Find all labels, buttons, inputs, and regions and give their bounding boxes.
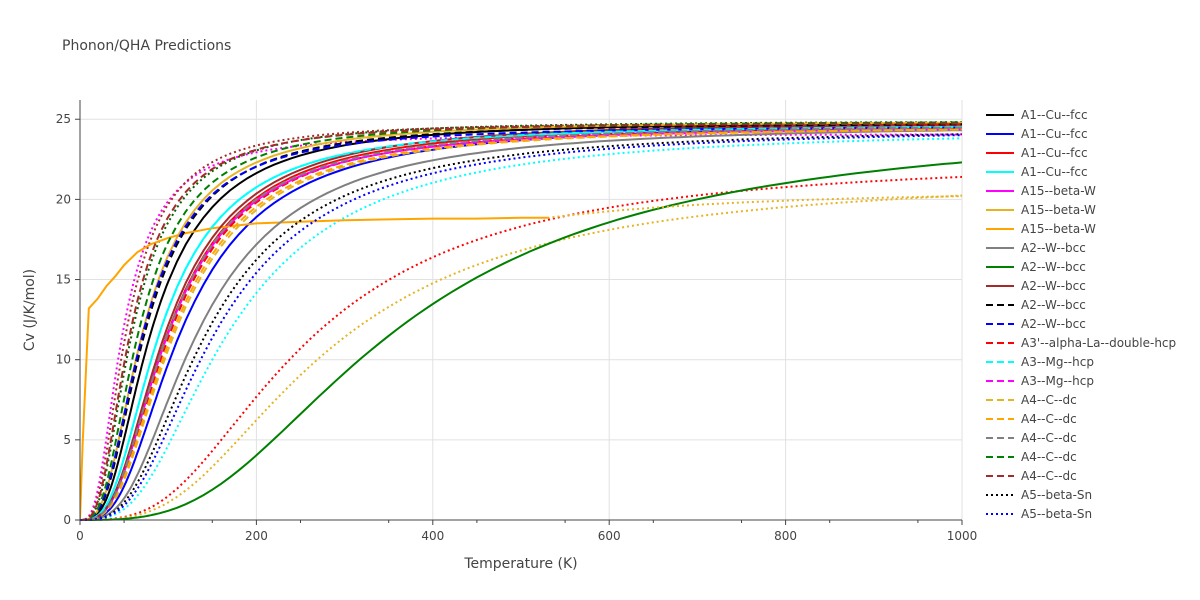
legend-label: A2--W--bcc bbox=[1021, 260, 1086, 274]
y-tick-label: 10 bbox=[56, 353, 71, 367]
series-line-15 bbox=[80, 128, 962, 521]
x-tick-label: 400 bbox=[421, 529, 444, 543]
series-line-8 bbox=[80, 161, 962, 521]
series-line-13 bbox=[80, 125, 962, 521]
chart-title: Phonon/QHA Predictions bbox=[62, 38, 231, 54]
legend-item[interactable]: A2--W--bcc bbox=[986, 279, 1086, 293]
series-line-1 bbox=[80, 126, 962, 521]
series-line-6 bbox=[80, 216, 548, 521]
series-line-7 bbox=[80, 129, 962, 521]
y-axis-title: Cv (J/K/mol) bbox=[22, 269, 38, 351]
x-tick-label: 0 bbox=[76, 529, 84, 543]
legend-item[interactable]: A2--W--bcc bbox=[986, 241, 1086, 255]
legend-label: A4--C--dc bbox=[1021, 469, 1077, 483]
unlisted-series-line-orange-dotted bbox=[547, 195, 962, 219]
legend-item[interactable]: A4--C--dc bbox=[986, 412, 1077, 426]
x-axis-title: Temperature (K) bbox=[463, 556, 577, 572]
legend-item[interactable]: A3--Mg--hcp bbox=[986, 355, 1094, 369]
series-line-19 bbox=[80, 122, 962, 521]
series-line-20 bbox=[80, 133, 962, 521]
legend-item[interactable]: A2--W--bcc bbox=[986, 260, 1086, 274]
legend-label: A2--W--bcc bbox=[1021, 279, 1086, 293]
legend-label: A15--beta-W bbox=[1021, 222, 1096, 236]
legend-label: A1--Cu--fcc bbox=[1021, 127, 1088, 141]
legend-label: A4--C--dc bbox=[1021, 393, 1077, 407]
legend-label: A1--Cu--fcc bbox=[1021, 146, 1088, 160]
legend-item[interactable]: A1--Cu--fcc bbox=[986, 127, 1088, 141]
legend-label: A4--C--dc bbox=[1021, 412, 1077, 426]
unlisted-series-line-5 bbox=[80, 122, 962, 521]
y-tick-label: 20 bbox=[56, 192, 71, 206]
x-tick-label: 200 bbox=[245, 529, 268, 543]
series-line-16 bbox=[80, 128, 962, 521]
legend-label: A5--beta-Sn bbox=[1021, 507, 1092, 521]
legend-label: A1--Cu--fcc bbox=[1021, 165, 1088, 179]
series-line-2 bbox=[80, 124, 962, 521]
y-tick-label: 0 bbox=[63, 513, 71, 527]
legend-item[interactable]: A1--Cu--fcc bbox=[986, 146, 1088, 160]
legend-item[interactable]: A4--C--dc bbox=[986, 393, 1077, 407]
series-line-21 bbox=[80, 134, 962, 521]
legend-label: A3--Mg--hcp bbox=[1021, 374, 1094, 388]
y-tick-label: 25 bbox=[56, 112, 71, 126]
plot-area bbox=[80, 121, 962, 521]
legend-item[interactable]: A3'--alpha-La--double-hcp bbox=[986, 336, 1176, 350]
series-line-17 bbox=[80, 126, 962, 521]
legend-label: A3--Mg--hcp bbox=[1021, 355, 1094, 369]
axes: 0 200 400 600 800 1000 0 5 10 15 20 25 bbox=[56, 100, 978, 543]
series-line-14 bbox=[80, 128, 962, 521]
x-tick-label: 600 bbox=[598, 529, 621, 543]
legend-item[interactable]: A2--W--bcc bbox=[986, 317, 1086, 331]
series-line-3 bbox=[80, 125, 962, 521]
series-line-12 bbox=[80, 126, 962, 521]
legend[interactable]: A1--Cu--fcc A1--Cu--fcc A1--Cu--fcc A1--Cu-… bbox=[986, 108, 1176, 521]
legend-label: A2--W--bcc bbox=[1021, 317, 1086, 331]
y-tick-label: 5 bbox=[63, 433, 71, 447]
legend-item[interactable]: A4--C--dc bbox=[986, 431, 1077, 445]
gridlines bbox=[80, 100, 963, 520]
legend-item[interactable]: A15--beta-W bbox=[986, 203, 1096, 217]
legend-label: A5--beta-Sn bbox=[1021, 488, 1092, 502]
unlisted-series-line-1 bbox=[80, 137, 962, 521]
x-tick-label: 800 bbox=[774, 529, 797, 543]
series-line-10 bbox=[80, 123, 962, 521]
legend-label: A4--C--dc bbox=[1021, 450, 1077, 464]
legend-item[interactable]: A5--beta-Sn bbox=[986, 488, 1092, 502]
legend-label: A15--beta-W bbox=[1021, 184, 1096, 198]
legend-item[interactable]: A15--beta-W bbox=[986, 184, 1096, 198]
x-tick-label: 1000 bbox=[947, 529, 978, 543]
unlisted-series-line-0 bbox=[80, 133, 962, 521]
legend-label: A1--Cu--fcc bbox=[1021, 108, 1088, 122]
y-tick-label: 15 bbox=[56, 273, 71, 287]
legend-item[interactable]: A4--C--dc bbox=[986, 469, 1077, 483]
series-line-4 bbox=[80, 128, 962, 521]
legend-label: A4--C--dc bbox=[1021, 431, 1077, 445]
legend-item[interactable]: A15--beta-W bbox=[986, 222, 1096, 236]
legend-item[interactable]: A1--Cu--fcc bbox=[986, 108, 1088, 122]
legend-item[interactable]: A2--W--bcc bbox=[986, 298, 1086, 312]
legend-item[interactable]: A1--Cu--fcc bbox=[986, 165, 1088, 179]
legend-item[interactable]: A5--beta-Sn bbox=[986, 507, 1092, 521]
legend-label: A3'--alpha-La--double-hcp bbox=[1021, 336, 1176, 350]
legend-label: A2--W--bcc bbox=[1021, 241, 1086, 255]
legend-label: A2--W--bcc bbox=[1021, 298, 1086, 312]
legend-item[interactable]: A4--C--dc bbox=[986, 450, 1077, 464]
legend-item[interactable]: A3--Mg--hcp bbox=[986, 374, 1094, 388]
legend-label: A15--beta-W bbox=[1021, 203, 1096, 217]
series-line-11 bbox=[80, 126, 962, 521]
